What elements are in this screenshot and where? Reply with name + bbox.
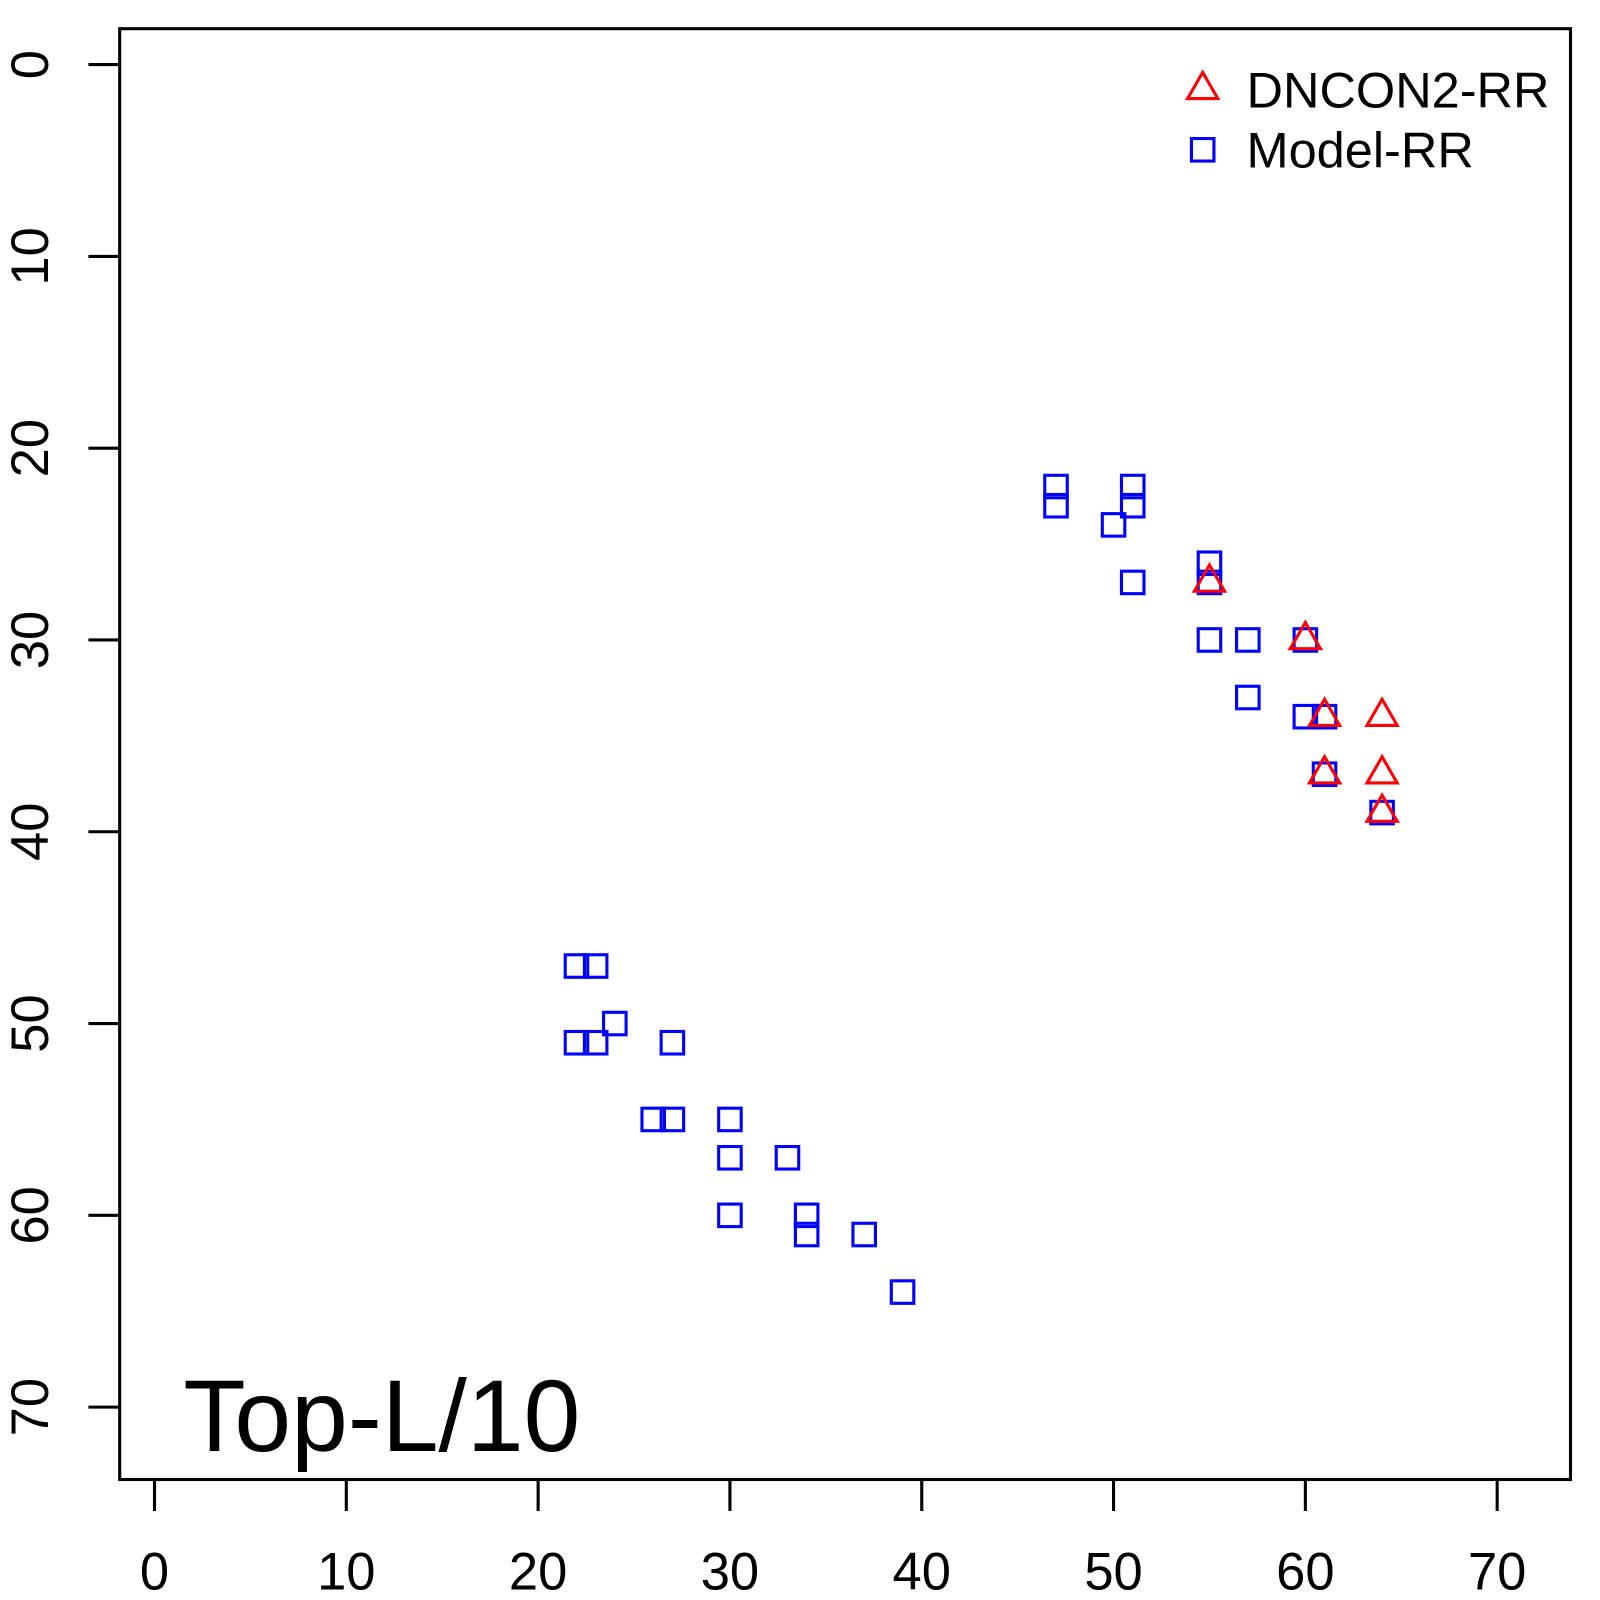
svg-text:70: 70 xyxy=(1468,1543,1526,1600)
svg-text:30: 30 xyxy=(1,611,60,669)
svg-text:50: 50 xyxy=(1084,1543,1142,1600)
svg-text:70: 70 xyxy=(1,1378,60,1436)
svg-text:0: 0 xyxy=(140,1543,169,1600)
svg-text:60: 60 xyxy=(1276,1543,1334,1600)
svg-text:40: 40 xyxy=(893,1543,951,1600)
svg-text:10: 10 xyxy=(1,227,60,285)
svg-text:Model-RR: Model-RR xyxy=(1247,122,1474,179)
svg-text:50: 50 xyxy=(1,994,60,1052)
svg-text:60: 60 xyxy=(1,1186,60,1244)
svg-text:20: 20 xyxy=(509,1543,567,1600)
svg-text:30: 30 xyxy=(701,1543,759,1600)
svg-text:Top-L/10: Top-L/10 xyxy=(183,1359,580,1473)
svg-text:10: 10 xyxy=(317,1543,375,1600)
svg-text:0: 0 xyxy=(1,50,60,79)
svg-text:40: 40 xyxy=(1,803,60,861)
svg-text:20: 20 xyxy=(1,419,60,477)
svg-text:DNCON2-RR: DNCON2-RR xyxy=(1247,62,1550,119)
